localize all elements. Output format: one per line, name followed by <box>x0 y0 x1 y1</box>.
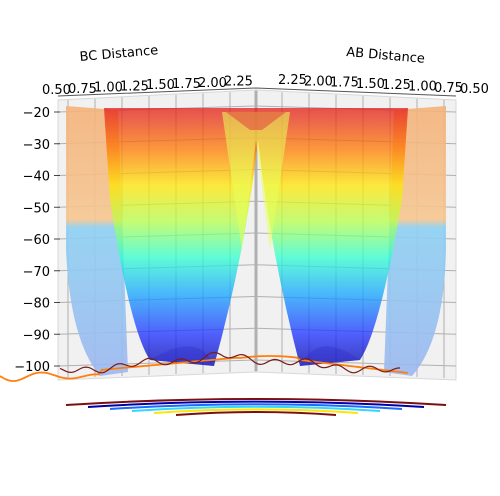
contour-line <box>87 400 425 408</box>
z-tick-label: −30 <box>23 138 50 153</box>
x-tick-label: 1.25 <box>120 79 149 94</box>
contour-line <box>153 408 359 414</box>
z-tick-label: −20 <box>23 106 50 121</box>
z-tick-label: −100 <box>14 360 50 375</box>
contour-line <box>175 411 337 416</box>
reaction-path-line <box>0 355 409 382</box>
z-tick-label: −50 <box>23 201 50 216</box>
z-grid-right <box>255 359 457 367</box>
contour-line <box>65 398 447 406</box>
z-tick-label: −80 <box>23 297 50 312</box>
z-grid-left <box>57 359 257 367</box>
y-tick-label: 0.50 <box>460 82 489 97</box>
contour-line <box>131 405 381 412</box>
trajectory-line <box>59 351 400 374</box>
tick-labels: −20−30−40−50−60−70−80−90−1000.500.751.00… <box>14 73 489 375</box>
y-tick-label: 2.25 <box>278 73 307 88</box>
x-axis-title: BC Distance <box>79 43 159 65</box>
z-tick-label: −40 <box>23 170 50 185</box>
surface-bowl <box>104 108 408 366</box>
energy-surface <box>66 106 446 376</box>
z-tick-label: −60 <box>23 233 50 248</box>
z-tick-label: −70 <box>23 265 50 280</box>
contour-line <box>109 403 403 410</box>
ridge-top <box>226 112 286 130</box>
x-tick-label: 2.25 <box>224 75 253 90</box>
x-tick-label: 1.00 <box>94 81 123 96</box>
z-tick-label: −90 <box>23 328 50 343</box>
y-tick-label: 1.00 <box>408 80 437 95</box>
x-tick-label: 1.75 <box>172 77 201 92</box>
x-tick-label: 0.50 <box>42 83 71 98</box>
top-edge <box>57 87 457 97</box>
y-tick-label: 2.00 <box>304 74 333 89</box>
path-lines <box>0 351 409 382</box>
x-tick-label: 2.00 <box>198 76 227 91</box>
y-axis-title: AB Distance <box>346 45 426 67</box>
floor-contours <box>65 398 447 416</box>
x-tick-label: 0.75 <box>68 82 97 97</box>
y-tick-label: 1.25 <box>382 78 411 93</box>
y-tick-label: 1.50 <box>356 77 385 92</box>
x-tick-label: 1.50 <box>146 78 175 93</box>
y-tick-label: 1.75 <box>330 76 359 91</box>
y-tick-label: 0.75 <box>434 81 463 96</box>
ridge <box>222 112 290 250</box>
